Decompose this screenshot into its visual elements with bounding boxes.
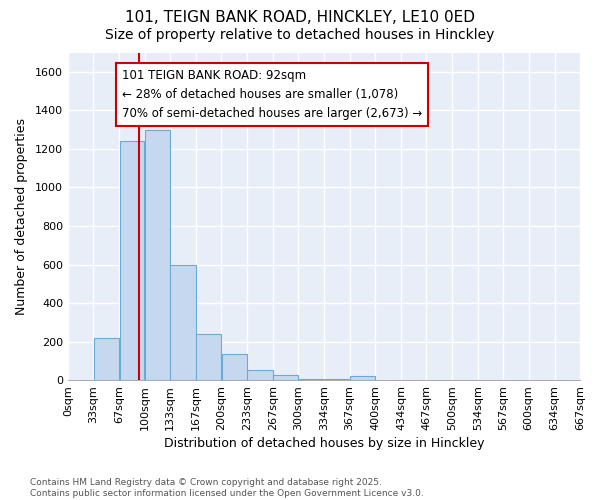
X-axis label: Distribution of detached houses by size in Hinckley: Distribution of detached houses by size … (164, 437, 484, 450)
Bar (350, 376, 375, 380)
Bar (94, 338, 119, 380)
Bar (222, 354, 247, 380)
Bar (247, 370, 272, 380)
Bar (299, 379, 324, 380)
Bar (170, 264, 196, 380)
Text: Size of property relative to detached houses in Hinckley: Size of property relative to detached ho… (106, 28, 494, 42)
Bar (273, 376, 298, 380)
Bar (196, 334, 221, 380)
Y-axis label: Number of detached properties: Number of detached properties (15, 118, 28, 315)
Text: 101 TEIGN BANK ROAD: 92sqm
← 28% of detached houses are smaller (1,078)
70% of s: 101 TEIGN BANK ROAD: 92sqm ← 28% of deta… (122, 69, 422, 120)
Bar (119, 141, 145, 380)
Bar (325, 379, 349, 380)
Text: Contains HM Land Registry data © Crown copyright and database right 2025.
Contai: Contains HM Land Registry data © Crown c… (30, 478, 424, 498)
Text: 101, TEIGN BANK ROAD, HINCKLEY, LE10 0ED: 101, TEIGN BANK ROAD, HINCKLEY, LE10 0ED (125, 10, 475, 25)
Bar (145, 130, 170, 380)
